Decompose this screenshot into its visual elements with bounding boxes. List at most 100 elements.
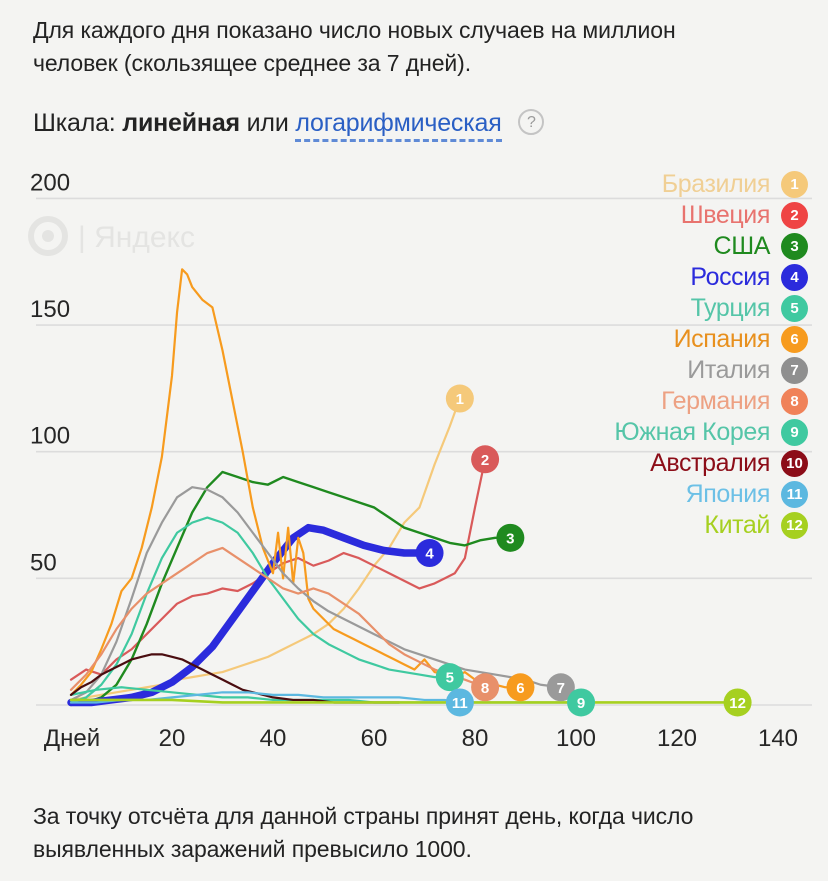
endpoint-marker-2[interactable]: 2 (471, 445, 500, 474)
legend[interactable]: Бразилия 1 Швеция 2 США 3 Россия 4 Турция 5 Испани… (568, 170, 808, 542)
legend-badge-4[interactable]: 4 (781, 264, 808, 291)
endpoint-marker-8[interactable]: 8 (471, 673, 500, 702)
legend-badge-5[interactable]: 5 (781, 295, 808, 322)
marker-number-8: 8 (481, 680, 489, 697)
marker-circle-4[interactable] (415, 539, 444, 568)
legend-item-1[interactable]: Бразилия 1 (568, 170, 808, 199)
y-tick-label-50: 50 (30, 549, 57, 576)
endpoint-marker-12[interactable]: 12 (723, 688, 752, 717)
series-line-5 (69, 516, 451, 704)
legend-label-6: Испания (673, 325, 771, 353)
scale-switch-row: Шкала: линейная или логарифмическая ? (33, 106, 545, 142)
legend-label-5: Турция (690, 294, 771, 322)
scale-option-linear[interactable]: линейная (122, 109, 240, 137)
marker-number-6: 6 (516, 680, 524, 697)
x-axis-labels: Дней 20 40 60 80 100 120 140 (44, 725, 798, 752)
marker-number-12: 12 (729, 695, 746, 712)
legend-item-3[interactable]: США 3 (568, 232, 808, 261)
legend-badge-1[interactable]: 1 (781, 171, 808, 198)
legend-label-9: Южная Корея (614, 418, 770, 446)
legend-item-10[interactable]: Австралия 10 (568, 449, 808, 478)
endpoint-marker-3[interactable]: 3 (496, 523, 525, 552)
series-line-7 (69, 486, 562, 702)
endpoint-marker-5[interactable]: 5 (435, 663, 464, 692)
legend-badge-3[interactable]: 3 (781, 233, 808, 260)
marker-circle-3[interactable] (496, 523, 525, 552)
legend-label-8: Германия (661, 387, 770, 415)
marker-number-2: 2 (481, 452, 489, 469)
legend-label-7: Италия (687, 356, 770, 384)
help-icon[interactable]: ? (518, 109, 545, 135)
scale-option-logarithmic[interactable]: логарифмическая (295, 109, 502, 142)
legend-item-2[interactable]: Швеция 2 (568, 201, 808, 230)
y-tick-label-100: 100 (30, 423, 70, 450)
legend-item-5[interactable]: Турция 5 (568, 294, 808, 323)
legend-item-9[interactable]: Южная Корея 9 (568, 418, 808, 447)
legend-badge-7[interactable]: 7 (781, 357, 808, 384)
yandex-ring-icon (28, 216, 68, 256)
x-axis-title: Дней (44, 725, 100, 752)
marker-circle-5[interactable] (435, 663, 464, 692)
legend-badge-8[interactable]: 8 (781, 388, 808, 415)
marker-circle-11[interactable] (445, 688, 474, 717)
marker-circle-1[interactable] (445, 384, 474, 413)
endpoint-marker-6[interactable]: 6 (506, 673, 535, 702)
y-tick-label-150: 150 (30, 296, 70, 323)
legend-badge-10[interactable]: 10 (781, 450, 808, 477)
x-tick-label-40: 40 (260, 725, 287, 752)
y-axis-labels: 50 100 150 200 (30, 169, 70, 576)
legend-label-4: Россия (690, 263, 770, 291)
chart-container[interactable]: | Яндекс 50 100 150 200 1 2 3 4 5 6 7 8 9 11 12 Дней 2… (0, 160, 828, 760)
x-tick-label-120: 120 (657, 725, 697, 752)
marker-circle-2[interactable] (471, 445, 500, 474)
x-tick-label-60: 60 (361, 725, 388, 752)
endpoint-marker-1[interactable]: 1 (445, 384, 474, 413)
marker-number-3: 3 (506, 530, 514, 547)
endpoint-marker-9[interactable]: 9 (567, 688, 596, 717)
marker-circle-9[interactable] (567, 688, 596, 717)
x-tick-label-80: 80 (462, 725, 489, 752)
series-line-2 (69, 458, 487, 681)
scale-label: Шкала: (33, 109, 116, 137)
legend-item-11[interactable]: Япония 11 (568, 480, 808, 509)
endpoint-marker-4[interactable]: 4 (415, 539, 444, 568)
legend-badge-11[interactable]: 11 (781, 481, 808, 508)
legend-label-2: Швеция (680, 201, 771, 229)
legend-item-8[interactable]: Германия 8 (568, 387, 808, 416)
legend-badge-6[interactable]: 6 (781, 326, 808, 353)
marker-number-7: 7 (557, 680, 565, 697)
marker-circle-7[interactable] (546, 673, 575, 702)
marker-circle-12[interactable] (723, 688, 752, 717)
x-tick-label-140: 140 (758, 725, 798, 752)
legend-label-10: Австралия (650, 449, 770, 477)
legend-label-12: Китай (704, 511, 770, 539)
series-line-8 (69, 546, 487, 691)
marker-circle-8[interactable] (471, 673, 500, 702)
marker-number-5: 5 (446, 670, 454, 687)
legend-badge-9[interactable]: 9 (781, 419, 808, 446)
legend-item-7[interactable]: Италия 7 (568, 356, 808, 385)
footer-paragraph: За точку отсчёта для данной страны приня… (33, 803, 694, 862)
legend-item-4[interactable]: Россия 4 (568, 263, 808, 292)
legend-label-3: США (713, 232, 771, 260)
x-tick-label-20: 20 (159, 725, 186, 752)
marker-circle-6[interactable] (506, 673, 535, 702)
x-tick-label-100: 100 (556, 725, 596, 752)
legend-label-11: Япония (685, 480, 771, 508)
legend-badge-2[interactable]: 2 (781, 202, 808, 229)
legend-badge-12[interactable]: 12 (781, 512, 808, 539)
yandex-watermark: | Яндекс (28, 216, 195, 256)
legend-item-6[interactable]: Испания 6 (568, 325, 808, 354)
series-line-3 (69, 470, 512, 707)
marker-number-4: 4 (425, 546, 434, 563)
endpoint-marker-7[interactable]: 7 (546, 673, 575, 702)
endpoint-marker-11[interactable]: 11 (445, 688, 474, 717)
y-tick-label-200: 200 (30, 169, 70, 196)
intro-paragraph: Для каждого дня показано число новых слу… (33, 17, 676, 76)
series-line-10 (69, 653, 401, 704)
legend-label-1: Бразилия (661, 170, 771, 198)
watermark-label: | Яндекс (78, 221, 195, 254)
legend-item-12[interactable]: Китай 12 (568, 511, 808, 540)
